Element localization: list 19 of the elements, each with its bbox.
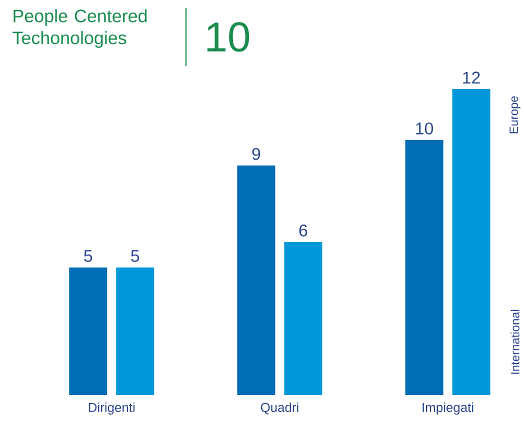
bar [284,242,322,395]
chart-subtitle: 10 [207,22,250,52]
data-label: 10 [416,122,434,134]
annotation: Europe [510,96,520,134]
x-tick-label: Quadri [260,402,298,414]
annotation: International [510,310,520,374]
data-label: 12 [463,72,480,84]
bar [237,165,276,395]
bar [69,268,108,395]
data-label: 5 [84,250,92,262]
bar [405,140,444,395]
data-label: 5 [131,250,140,262]
data-label: 9 [252,148,260,160]
bar [452,88,490,395]
x-tick-label: Impiegati [422,402,474,415]
chart-title: People Centered Techonologies [12,9,147,48]
x-tick-label: Dirigenti [88,402,134,415]
bar [116,268,154,395]
data-label: 6 [299,224,308,236]
